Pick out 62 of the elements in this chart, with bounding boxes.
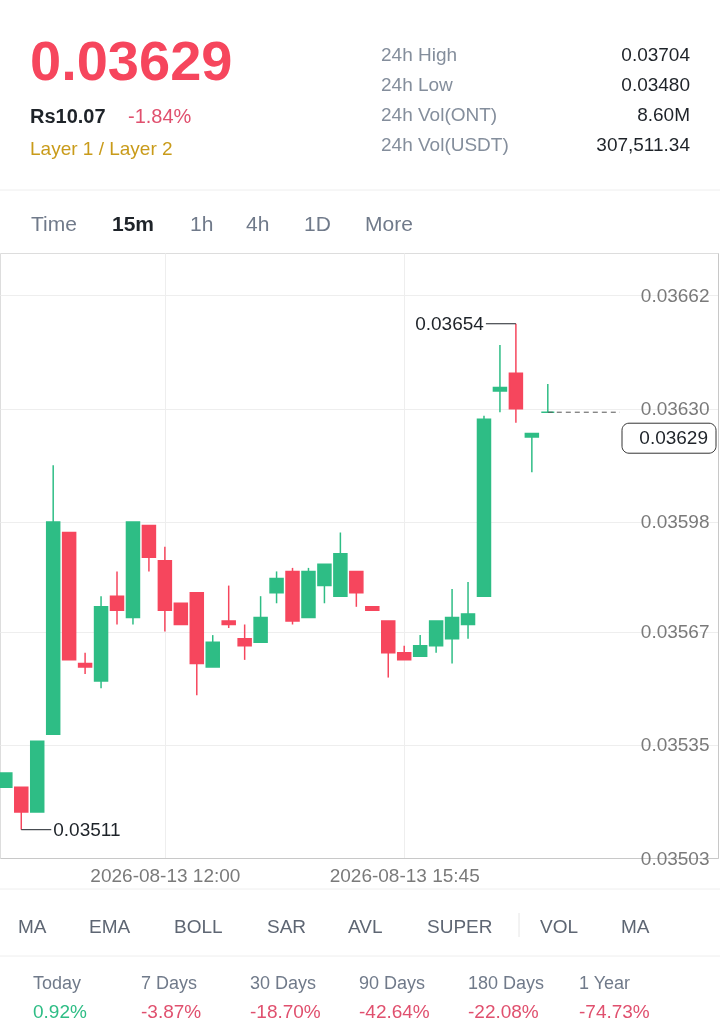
text: SUPER xyxy=(427,916,493,937)
annotation: 0.03511 xyxy=(53,818,121,840)
y-tick-label: 0.03503 xyxy=(640,847,710,869)
x-tick-label: 2026-08-13 15:45 xyxy=(329,864,480,886)
candlestick xyxy=(412,634,428,658)
text: 24h High xyxy=(381,44,458,65)
text: Time xyxy=(31,212,77,235)
text: 0.03480 xyxy=(621,74,690,95)
text: VOL xyxy=(540,916,579,937)
annotation: 0.03654 xyxy=(415,312,485,334)
text: MA xyxy=(18,916,47,937)
x-tick-label: 2026-08-13 12:00 xyxy=(90,864,241,886)
text: 24h Vol(ONT) xyxy=(381,104,498,125)
y-tick-label: 0.03662 xyxy=(640,284,710,306)
text: 15m xyxy=(112,212,155,235)
text: BOLL xyxy=(174,916,223,937)
text: 0.92% xyxy=(33,1001,87,1022)
text: -1.84% xyxy=(128,105,192,127)
text: SAR xyxy=(267,916,307,937)
text: Layer 1 / Layer 2 xyxy=(30,138,173,159)
text: 8.60M xyxy=(637,104,690,125)
y-tick-label: 0.03630 xyxy=(640,398,710,420)
text: MA xyxy=(621,916,650,937)
candlestick xyxy=(237,623,252,661)
candlestick xyxy=(460,581,476,640)
text: 24h Low xyxy=(381,74,454,95)
text: 90 Days xyxy=(359,973,426,993)
text: 24h Vol(USDT) xyxy=(381,134,509,155)
text: -18.70% xyxy=(250,1001,321,1022)
text: Rs10.07 xyxy=(30,105,106,127)
y-tick-label: 0.03535 xyxy=(640,734,710,756)
candlestick xyxy=(269,570,284,605)
text: 1h xyxy=(190,212,214,235)
candlestick xyxy=(173,602,189,626)
text: 4h xyxy=(246,212,270,235)
text: -74.73% xyxy=(579,1001,650,1022)
text: AVL xyxy=(348,916,383,937)
text: 1 Year xyxy=(579,973,631,993)
text: 1D xyxy=(304,212,331,235)
text: -42.64% xyxy=(359,1001,430,1022)
text: EMA xyxy=(89,916,131,937)
candlestick xyxy=(444,588,460,665)
text: 307,511.34 xyxy=(596,134,691,155)
text: Today xyxy=(33,973,82,993)
text: More xyxy=(365,212,413,235)
y-tick-label: 0.03567 xyxy=(640,621,710,643)
candlestick xyxy=(349,570,364,608)
text: 0.03704 xyxy=(621,44,691,65)
text: 180 Days xyxy=(468,973,545,993)
candlestick xyxy=(77,652,93,675)
candlestick xyxy=(540,383,556,413)
candlestick xyxy=(221,584,236,629)
candlestick xyxy=(524,432,540,474)
text: -3.87% xyxy=(141,1001,202,1022)
candlestick xyxy=(109,570,125,626)
text: 7 Days xyxy=(141,973,198,993)
candlestick xyxy=(492,344,508,413)
ref-line-label: 0.03629 xyxy=(639,427,708,449)
text: 30 Days xyxy=(250,973,317,993)
chart-title: 0.03629 xyxy=(30,29,233,92)
y-tick-label: 0.03598 xyxy=(640,511,710,533)
text: -22.08% xyxy=(468,1001,539,1022)
